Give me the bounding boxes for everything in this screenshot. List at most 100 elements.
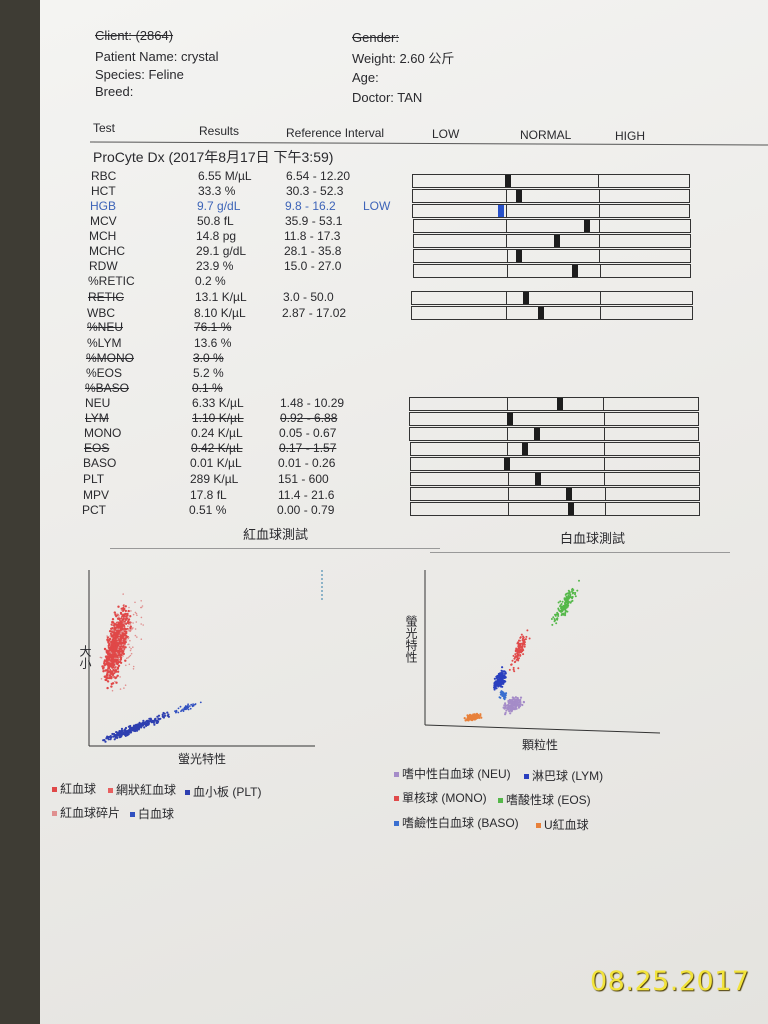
legend-eos-swatch <box>498 798 503 804</box>
scatter-dot <box>141 605 144 607</box>
scatter-dot <box>127 637 130 640</box>
scatter-dot <box>565 595 568 598</box>
range-bar <box>413 249 691 263</box>
scatter-dot <box>564 612 567 615</box>
scatter-dot <box>187 704 189 707</box>
scatter-dot <box>513 670 516 673</box>
scatter-dot <box>114 651 117 654</box>
scatter-dot <box>499 685 503 688</box>
row-reference: 11.4 - 21.6 <box>278 488 335 502</box>
row-test-name: RDW <box>89 259 118 273</box>
legend-baso-swatch <box>394 821 399 827</box>
scatter-dot <box>189 707 192 710</box>
scatter-dot <box>175 709 178 712</box>
scatter-dot <box>120 630 123 633</box>
legend-retic-swatch <box>108 788 113 794</box>
scatter-dot <box>109 632 113 635</box>
scatter-dot <box>134 634 137 637</box>
scatter-dot <box>514 660 517 663</box>
legend-mono: 單核球 (MONO) <box>394 791 487 805</box>
scatter-dot <box>116 622 118 624</box>
col-test: Test <box>93 121 116 135</box>
range-bar <box>409 457 700 471</box>
scatter-dot <box>509 706 512 709</box>
scatter-dot <box>463 717 466 720</box>
row-result: 0.51 % <box>189 503 227 517</box>
range-bar <box>411 306 694 320</box>
scatter-dot <box>501 694 504 697</box>
scatter-dot <box>118 636 120 639</box>
result-marker <box>506 413 513 425</box>
range-bar <box>409 442 700 456</box>
scatter-dot <box>116 628 119 630</box>
scatter-dot <box>124 734 127 737</box>
scatter-dot <box>128 729 131 732</box>
scatter-dot <box>105 669 109 672</box>
result-marker <box>537 307 544 319</box>
scatter-dot <box>526 629 529 632</box>
row-test-name: %EOS <box>86 366 123 380</box>
scatter-dot <box>519 703 522 706</box>
scatter-dot <box>108 642 111 645</box>
scatter-dot <box>562 612 565 615</box>
scatter-dot <box>495 684 498 687</box>
range-bar <box>409 427 700 441</box>
scatter-dot <box>124 621 126 624</box>
scatter-dot <box>108 670 111 673</box>
scatter-dot <box>115 615 118 618</box>
scatter-dot <box>556 611 559 614</box>
scatter-dot <box>557 607 560 610</box>
scatter-dot <box>140 638 143 640</box>
range-divider <box>604 457 606 471</box>
scatter-dot <box>108 660 110 663</box>
legend-baso: 嗜鹼性白血球 (BASO) <box>394 816 519 830</box>
range-bar <box>409 397 699 411</box>
scatter-dot <box>103 664 106 667</box>
legend-frag-swatch <box>52 811 57 817</box>
scatter-dot <box>574 593 576 596</box>
scatter-dot <box>174 710 176 713</box>
row-result: 0.1 % <box>192 381 223 395</box>
row-result: 0.01 K/µL <box>190 456 242 470</box>
scatter-dot <box>111 732 114 736</box>
scatter-dot <box>521 645 524 648</box>
scatter-dot <box>516 652 519 655</box>
scatter-dot <box>116 661 119 665</box>
col-high: HIGH <box>615 129 645 143</box>
scatter-dot <box>107 736 110 739</box>
scatter-dot <box>502 697 505 700</box>
scatter-dot <box>519 698 522 701</box>
row-reference: 28.1 - 35.8 <box>284 244 342 258</box>
scatter-dot <box>112 629 115 631</box>
scatter-dot <box>105 678 108 682</box>
scatter-dot <box>508 710 511 713</box>
scatter-dot <box>122 593 124 595</box>
scatter-dot <box>166 711 169 714</box>
scatter-dot <box>119 661 123 664</box>
scatter-dot <box>129 654 132 657</box>
legend-lym-swatch <box>524 774 529 780</box>
scatter-dot <box>128 655 131 658</box>
row-test-name: %BASO <box>85 381 130 395</box>
scatter-dot <box>106 680 110 683</box>
scatter-dot <box>103 647 107 651</box>
scatter-dot <box>192 703 194 706</box>
age: Age: <box>352 70 379 85</box>
report-sheet <box>40 0 768 1024</box>
scatter-dot <box>190 703 193 706</box>
scatter-dot <box>124 636 126 638</box>
scatter-dot <box>569 596 571 599</box>
row-result: 50.8 fL <box>197 214 234 228</box>
scatter-dot <box>122 622 125 624</box>
scatter-dot <box>564 605 567 607</box>
gender-label: Gender: <box>352 30 399 45</box>
scatter-dot <box>116 674 119 677</box>
range-bar <box>412 219 691 233</box>
scatter-dot <box>124 728 127 731</box>
scatter-dot <box>517 658 520 661</box>
scatter-dot <box>574 595 577 598</box>
scatter-dot <box>112 623 114 626</box>
range-divider <box>506 291 507 305</box>
scatter-dot <box>576 589 579 592</box>
scatter-dot <box>519 650 522 653</box>
